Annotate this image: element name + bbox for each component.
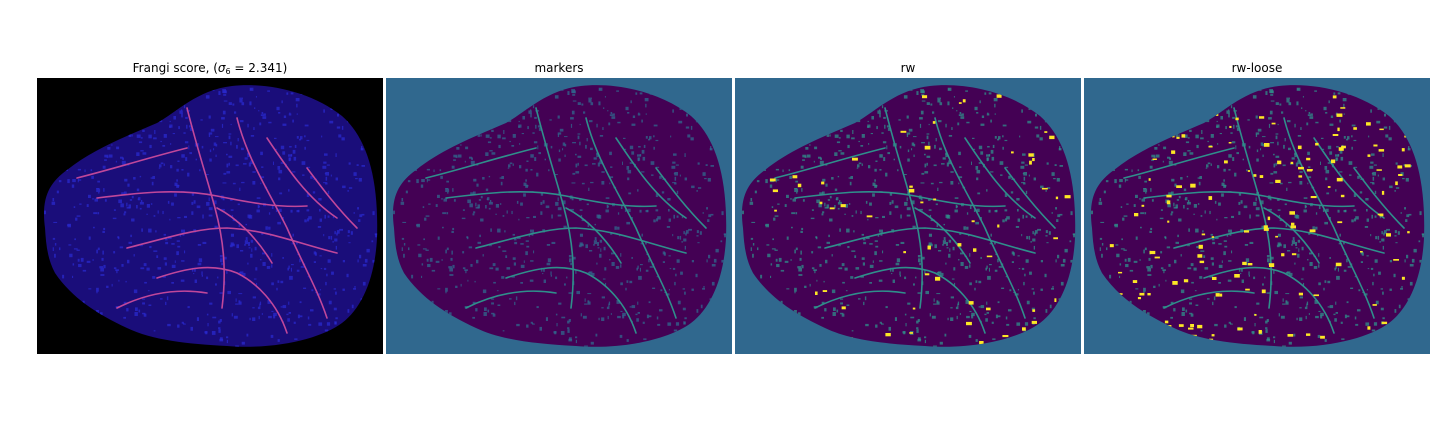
panel-title-rw: rw — [900, 61, 916, 75]
frangi-title-tail: = 2.341) — [230, 61, 288, 75]
panel-title-frangi: Frangi score, (σ6 = 2.341) — [37, 60, 383, 76]
sigma-symbol: σ — [217, 61, 226, 75]
panel-title-rw-loose: rw-loose — [1231, 61, 1283, 75]
markers-image-panel — [386, 78, 732, 354]
panel-title-markers: markers — [534, 61, 584, 75]
frangi-image-panel — [37, 78, 383, 354]
markers-image — [386, 78, 732, 354]
rw-image — [735, 78, 1081, 354]
sigma-subscript: 6 — [225, 67, 231, 76]
frangi-image — [37, 78, 383, 354]
rw-image-panel — [735, 78, 1081, 354]
rw-loose-image — [1084, 78, 1430, 354]
rw-loose-image-panel — [1084, 78, 1430, 354]
frangi-title-text: Frangi score, ( — [132, 61, 218, 75]
